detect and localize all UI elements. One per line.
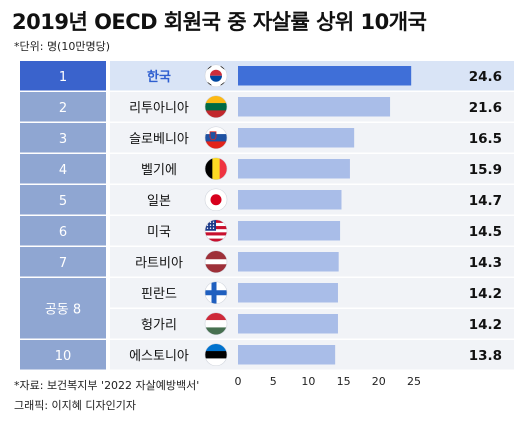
rank-cell	[20, 340, 106, 370]
bar	[238, 221, 341, 241]
rank-label: 2	[59, 101, 67, 116]
rank-cell	[20, 185, 106, 215]
hungary-flag-icon	[204, 312, 228, 336]
estonia-flag-icon	[204, 343, 228, 367]
value-label: 14.7	[469, 193, 502, 209]
rank-cell	[20, 154, 106, 184]
x-tick-label: 25	[407, 375, 421, 388]
value-label: 14.3	[469, 255, 502, 271]
rank-cell	[20, 123, 106, 153]
finland-flag-icon	[204, 281, 228, 305]
rank-label: 3	[59, 132, 67, 147]
value-label: 24.6	[469, 69, 502, 85]
country-label: 핀란드	[141, 287, 177, 302]
japan-flag-icon	[204, 188, 228, 212]
country-label: 라트비아	[135, 256, 183, 271]
x-tick-label: 10	[301, 375, 315, 388]
bar	[238, 66, 412, 86]
latvia-flag-icon	[204, 250, 228, 274]
belgium-flag-icon	[204, 157, 228, 181]
bar	[238, 128, 355, 148]
source-note: *자료: 보건복지부 '2022 자살예방백서'	[14, 379, 200, 392]
rank-cell	[20, 92, 106, 122]
country-label: 리투아니아	[129, 101, 189, 116]
x-tick-label: 20	[372, 375, 386, 388]
rank-label: 1	[59, 70, 67, 85]
country-label: 일본	[147, 194, 171, 209]
rank-cell	[20, 61, 106, 91]
slovenia-flag-icon	[204, 126, 228, 150]
bar	[238, 252, 339, 272]
bar	[238, 345, 336, 365]
rank-label: 공동 8	[45, 302, 81, 317]
bar	[238, 190, 342, 210]
usa-flag-icon	[204, 219, 228, 243]
x-tick-label: 15	[337, 375, 351, 388]
x-tick-label: 0	[235, 375, 242, 388]
korea-flag-icon	[204, 64, 228, 88]
rank-cell	[20, 216, 106, 246]
country-label: 헝가리	[141, 318, 177, 333]
bar	[238, 283, 338, 303]
value-label: 16.5	[469, 131, 502, 147]
x-tick-label: 5	[270, 375, 277, 388]
country-label: 벨기에	[141, 163, 177, 178]
rank-label: 10	[55, 349, 72, 364]
country-label: 에스토니아	[129, 349, 189, 364]
value-label: 14.5	[469, 224, 502, 240]
value-label: 13.8	[469, 348, 502, 364]
rank-label: 6	[59, 225, 67, 240]
rank-label: 4	[59, 163, 67, 178]
unit-note: *단위: 명(10만명당)	[14, 40, 111, 53]
bar	[238, 97, 391, 117]
rank-label: 5	[59, 194, 67, 209]
rank-label: 7	[59, 256, 67, 271]
bar	[238, 159, 350, 179]
bar	[238, 314, 338, 334]
chart-title: 2019년 OECD 회원국 중 자살률 상위 10개국	[12, 10, 427, 34]
credit-note: 그래픽: 이지혜 디자인기자	[14, 399, 137, 412]
country-label: 미국	[147, 225, 171, 240]
country-label: 한국	[147, 69, 171, 85]
rank-cell	[20, 247, 106, 277]
value-label: 21.6	[469, 100, 502, 116]
country-label: 슬로베니아	[129, 132, 189, 147]
value-label: 14.2	[469, 317, 502, 333]
value-label: 14.2	[469, 286, 502, 302]
rank-cell	[20, 278, 106, 339]
value-label: 15.9	[469, 162, 502, 178]
lithuania-flag-icon	[204, 95, 228, 119]
